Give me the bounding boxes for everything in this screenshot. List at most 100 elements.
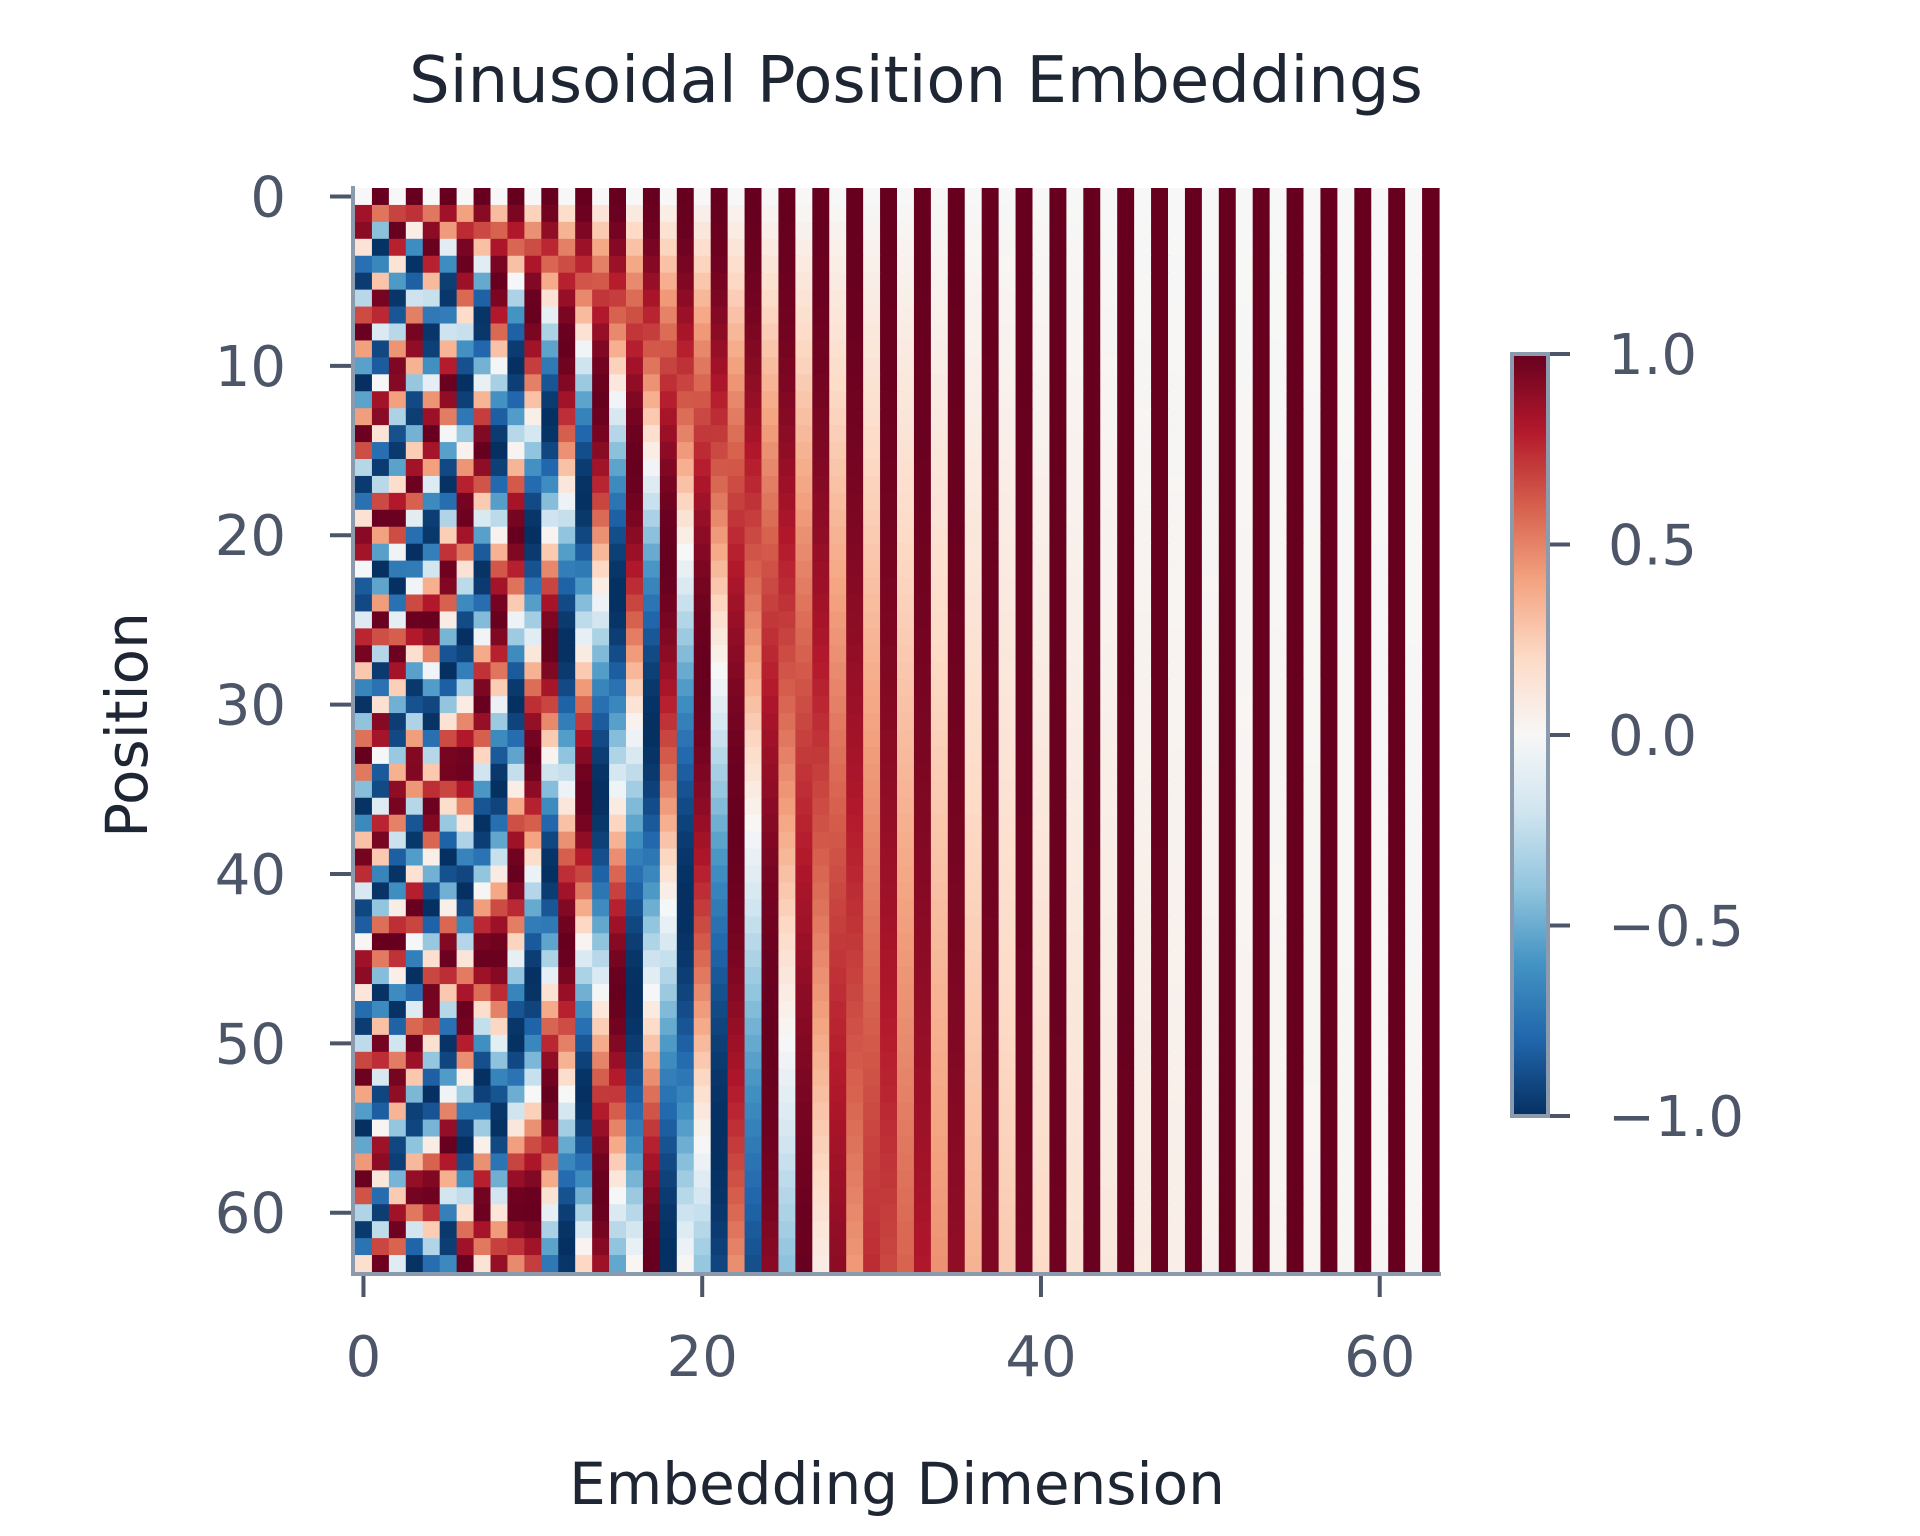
heatmap-cell [1015, 814, 1034, 833]
heatmap-cell [1388, 763, 1406, 782]
heatmap-cell [863, 526, 881, 545]
heatmap-cell [964, 831, 983, 850]
heatmap-cell [778, 323, 796, 342]
heatmap-cell [795, 1255, 813, 1273]
heatmap-cell [405, 323, 424, 342]
heatmap-cell [1235, 696, 1254, 714]
heatmap-cell [1371, 272, 1389, 291]
heatmap-cell [1337, 713, 1355, 731]
heatmap-cell [1151, 221, 1169, 240]
heatmap-cell [592, 1255, 610, 1273]
heatmap-cell [575, 526, 593, 545]
heatmap-cell [676, 272, 695, 291]
heatmap-cell [405, 1187, 424, 1205]
heatmap-cell [930, 1068, 949, 1087]
heatmap-cell [659, 814, 678, 833]
heatmap-cell [1286, 662, 1305, 680]
heatmap-cell [1117, 543, 1135, 562]
heatmap-cell [1252, 814, 1271, 833]
heatmap-cell [1201, 526, 1220, 545]
heatmap-cell [388, 255, 407, 274]
heatmap-cell [1252, 1017, 1271, 1036]
heatmap-cell [1218, 442, 1237, 460]
heatmap-cell [998, 628, 1017, 646]
heatmap-cell [1134, 611, 1152, 629]
heatmap-cell [524, 1051, 542, 1070]
heatmap-cell [592, 1221, 610, 1239]
heatmap-cell [1100, 645, 1118, 663]
heatmap-cell [558, 188, 576, 206]
heatmap-cell [846, 1238, 864, 1256]
heatmap-cell [609, 611, 627, 629]
heatmap-cell [1015, 1034, 1034, 1053]
heatmap-cell [490, 1102, 509, 1121]
heatmap-cell [964, 933, 983, 951]
heatmap-cell [1320, 340, 1338, 358]
heatmap-cell [1168, 1051, 1186, 1070]
heatmap-cell [846, 509, 864, 528]
heatmap-cell [490, 967, 509, 985]
heatmap-cell [676, 323, 695, 342]
heatmap-cell [880, 628, 898, 646]
heatmap-cell [1100, 221, 1118, 240]
heatmap-cell [964, 1034, 983, 1053]
heatmap-cell [1303, 492, 1322, 511]
heatmap-cell [1015, 442, 1034, 460]
heatmap-cell [778, 475, 796, 494]
heatmap-cell [676, 238, 695, 257]
heatmap-cell [1201, 204, 1220, 223]
heatmap-cell [524, 272, 542, 291]
heatmap-cell [355, 1187, 373, 1205]
heatmap-cell [1354, 797, 1372, 816]
heatmap-cell [1235, 1187, 1254, 1205]
heatmap-cell [812, 1170, 830, 1188]
heatmap-cell [659, 255, 678, 274]
heatmap-cell [1388, 408, 1406, 426]
heatmap-cell [1354, 984, 1372, 1002]
heatmap-cell [812, 611, 830, 629]
heatmap-cell [371, 882, 390, 900]
heatmap-cell [761, 442, 780, 460]
heatmap-cell [507, 831, 525, 850]
heatmap-cell [371, 1170, 390, 1188]
heatmap-cell [371, 1051, 390, 1070]
heatmap-cell [829, 526, 847, 545]
heatmap-cell [1337, 323, 1355, 342]
heatmap-cell [405, 713, 424, 731]
heatmap-cell [1405, 1017, 1423, 1036]
heatmap-cell [930, 679, 949, 697]
heatmap-cell [1218, 1136, 1237, 1155]
heatmap-cell [371, 967, 390, 985]
heatmap-cell [439, 577, 458, 596]
heatmap-cell [761, 899, 780, 917]
heatmap-cell [1388, 662, 1406, 680]
heatmap-cell [355, 814, 373, 833]
heatmap-cell [846, 374, 864, 392]
heatmap-cell [1032, 306, 1051, 325]
heatmap-cell [541, 560, 559, 579]
heatmap-cell [1032, 577, 1051, 596]
heatmap-cell [405, 1102, 424, 1121]
heatmap-cell [592, 713, 610, 731]
heatmap-cell [778, 814, 796, 833]
heatmap-cell [812, 340, 830, 358]
heatmap-cell [1168, 459, 1186, 477]
heatmap-cell [964, 1238, 983, 1256]
heatmap-cell [1032, 1085, 1051, 1104]
heatmap-cell [473, 323, 492, 342]
heatmap-cell [1320, 188, 1338, 206]
heatmap-cell [575, 1001, 593, 1019]
heatmap-cell [930, 1170, 949, 1188]
heatmap-cell [829, 221, 847, 240]
heatmap-cell [1134, 1204, 1152, 1222]
heatmap-cell [1100, 1136, 1118, 1155]
heatmap-cell [897, 374, 915, 392]
heatmap-cell [1066, 475, 1084, 494]
heatmap-cell [1100, 831, 1118, 850]
heatmap-cell [930, 323, 949, 342]
heatmap-cell [1015, 221, 1034, 240]
heatmap-cell [676, 933, 695, 951]
heatmap-cell [913, 526, 932, 545]
heatmap-cell [744, 780, 763, 799]
heatmap-cell [1100, 408, 1118, 426]
